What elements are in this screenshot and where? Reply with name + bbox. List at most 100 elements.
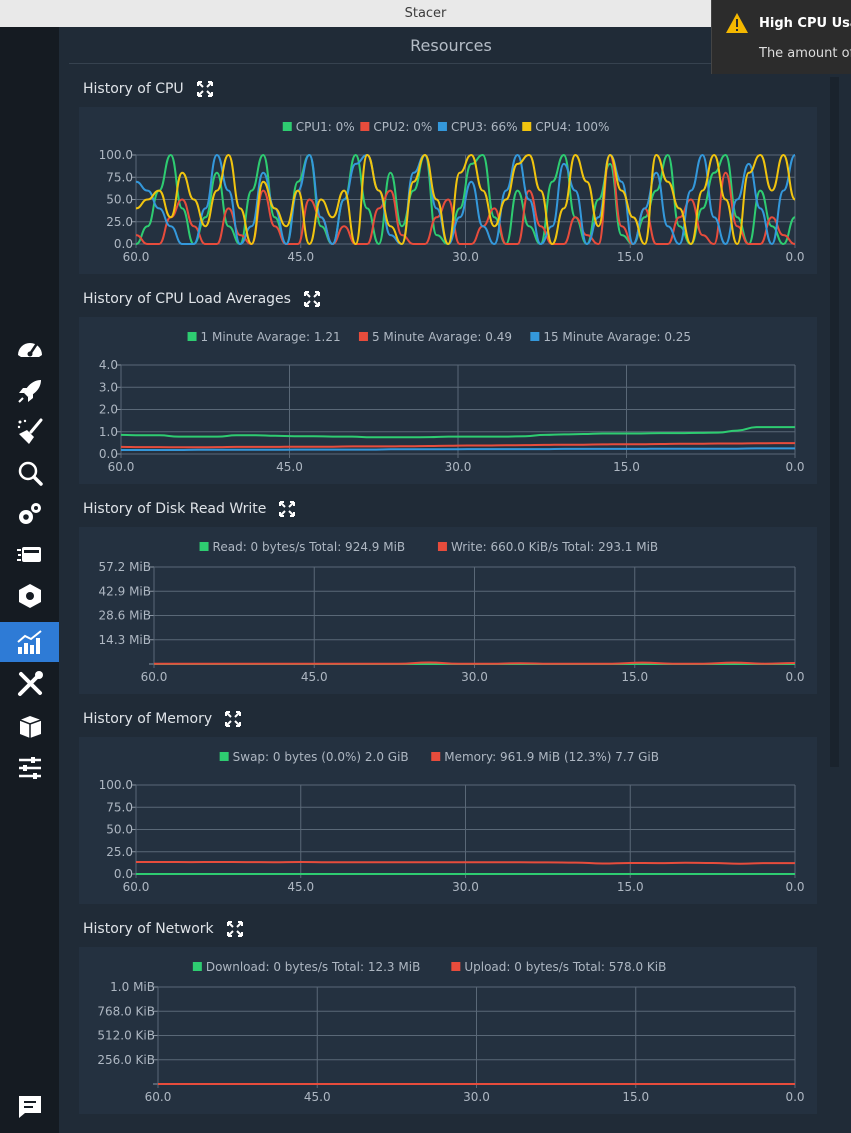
sidebar-item-uninstaller[interactable] xyxy=(0,576,59,616)
x-tick-label: 45.0 xyxy=(287,880,314,894)
sidebar-item-system-cleaner[interactable] xyxy=(0,412,59,452)
y-tick-label: 1.0 xyxy=(99,425,118,439)
chart-panel-network: Download: 0 bytes/s Total: 12.3 MiB Uploa… xyxy=(79,947,817,1114)
legend-label: 15 Minute Avarage: 0.25 xyxy=(543,330,691,344)
legend-label: Read: 0 bytes/s Total: 924.9 MiB xyxy=(213,540,406,554)
x-tick-label: 60.0 xyxy=(123,880,150,894)
legend-swatch xyxy=(358,332,368,341)
scrollbar[interactable] xyxy=(830,77,839,767)
x-tick-label: 60.0 xyxy=(141,670,168,684)
section-title-cpu: History of CPU xyxy=(83,80,214,98)
network-chart: Download: 0 bytes/s Total: 12.3 MiB Uploa… xyxy=(97,960,804,1104)
legend-swatch xyxy=(187,332,197,341)
y-tick-label: 57.2 MiB xyxy=(99,560,151,574)
legend-label: Upload: 0 bytes/s Total: 578.0 KiB xyxy=(464,960,666,974)
section-label: History of CPU Load Averages xyxy=(83,291,291,307)
chart-panel-cpu: CPU1: 0% CPU2: 0% CPU3: 66% CPU4: 100% 100.0… xyxy=(79,107,817,274)
box-icon xyxy=(19,716,41,738)
legend-label: CPU1: 0% xyxy=(296,120,355,134)
chart-legend: Swap: 0 bytes (0.0%) 2.0 GiB Memory: 961.… xyxy=(219,750,659,764)
notification-body: The amount of xyxy=(759,46,851,61)
y-tick-label: 256.0 KiB xyxy=(97,1053,155,1067)
notification-popup[interactable]: High CPU Usag The amount of xyxy=(711,0,851,74)
legend-label: 1 Minute Avarage: 1.21 xyxy=(201,330,341,344)
section-label: History of Disk Read Write xyxy=(83,501,267,517)
legend-label: CPU2: 0% xyxy=(373,120,432,134)
x-tick-label: 0.0 xyxy=(785,1090,804,1104)
x-tick-label: 60.0 xyxy=(108,460,135,474)
x-tick-label: 15.0 xyxy=(613,460,640,474)
expand-icon[interactable] xyxy=(224,710,242,728)
feedback-icon xyxy=(18,1096,41,1118)
chart-panel-memory: Swap: 0 bytes (0.0%) 2.0 GiB Memory: 961.… xyxy=(79,737,817,904)
expand-icon[interactable] xyxy=(196,80,214,98)
expand-icon[interactable] xyxy=(226,920,244,938)
x-tick-label: 15.0 xyxy=(617,250,644,264)
legend-swatch xyxy=(451,962,461,971)
x-tick-label: 45.0 xyxy=(287,250,314,264)
x-tick-label: 15.0 xyxy=(622,1090,649,1104)
legend-swatch xyxy=(282,122,292,131)
package-icon xyxy=(18,584,41,608)
sidebar-item-dashboard[interactable] xyxy=(0,330,59,370)
section-title-disk: History of Disk Read Write xyxy=(83,500,296,518)
chart-panel-disk: Read: 0 bytes/s Total: 924.9 MiB Write: 6… xyxy=(79,527,817,694)
x-tick-label: 60.0 xyxy=(123,250,150,264)
legend-swatch xyxy=(192,962,202,971)
legend-swatch xyxy=(431,752,441,761)
window-title: Stacer xyxy=(404,6,447,21)
legend-label: 5 Minute Avarage: 0.49 xyxy=(372,330,512,344)
warning-icon xyxy=(726,13,748,33)
x-tick-label: 30.0 xyxy=(452,250,479,264)
section-title-network: History of Network xyxy=(83,920,244,938)
series-line xyxy=(120,426,795,439)
x-tick-label: 30.0 xyxy=(445,460,472,474)
expand-icon[interactable] xyxy=(303,290,321,308)
search-icon xyxy=(18,461,43,486)
chart-legend: 1 Minute Avarage: 1.21 5 Minute Avarage: … xyxy=(187,330,691,344)
chart-grid: 100.075.050.025.00.060.0 45.0 30.0 15.0 0.0 xyxy=(99,778,805,894)
y-tick-label: 0.0 xyxy=(114,237,133,251)
y-tick-label: 0.0 xyxy=(99,447,118,461)
page-header: Resources xyxy=(69,27,833,64)
y-tick-label: 25.0 xyxy=(106,215,133,229)
sidebar-item-processes[interactable] xyxy=(0,535,59,575)
rocket-icon xyxy=(17,380,41,403)
notification-title: High CPU Usag xyxy=(759,16,851,31)
x-tick-label: 30.0 xyxy=(461,670,488,684)
legend-label: CPU3: 66% xyxy=(451,120,518,134)
y-tick-label: 512.0 KiB xyxy=(97,1029,155,1043)
y-tick-label: 50.0 xyxy=(106,193,133,207)
gears-icon xyxy=(18,503,41,524)
series-line xyxy=(135,153,796,246)
sidebar-item-helpers[interactable] xyxy=(0,664,59,704)
section-title-memory: History of Memory xyxy=(83,710,242,728)
x-tick-label: 30.0 xyxy=(463,1090,490,1104)
page-title: Resources xyxy=(410,36,492,55)
sidebar-item-resources[interactable] xyxy=(0,622,59,662)
chart-legend: Read: 0 bytes/s Total: 924.9 MiB Write: 6… xyxy=(199,540,658,554)
legend-swatch xyxy=(530,332,540,341)
legend-label: Download: 0 bytes/s Total: 12.3 MiB xyxy=(206,960,420,974)
processes-icon xyxy=(16,547,41,562)
expand-icon[interactable] xyxy=(278,500,296,518)
chart-legend: Download: 0 bytes/s Total: 12.3 MiB Uploa… xyxy=(192,960,666,974)
sidebar-item-settings[interactable] xyxy=(0,748,59,788)
y-tick-label: 14.3 MiB xyxy=(99,633,151,647)
sidebar-item-apt-repository[interactable] xyxy=(0,706,59,746)
load-chart: 1 Minute Avarage: 1.21 5 Minute Avarage: … xyxy=(99,330,805,474)
y-tick-label: 4.0 xyxy=(99,358,118,372)
x-tick-label: 15.0 xyxy=(617,880,644,894)
y-tick-label: 3.0 xyxy=(99,380,118,394)
sidebar-item-startup-apps[interactable] xyxy=(0,371,59,411)
legend-swatch xyxy=(360,122,370,131)
sliders-icon xyxy=(18,757,41,779)
x-tick-label: 45.0 xyxy=(276,460,303,474)
y-tick-label: 100.0 xyxy=(99,148,133,162)
sidebar-item-search[interactable] xyxy=(0,453,59,493)
x-tick-label: 45.0 xyxy=(304,1090,331,1104)
sidebar-item-services[interactable] xyxy=(0,494,59,534)
y-tick-label: 42.9 MiB xyxy=(99,584,151,598)
feedback-button[interactable] xyxy=(0,1087,59,1127)
memory-chart: Swap: 0 bytes (0.0%) 2.0 GiB Memory: 961.… xyxy=(99,750,805,894)
